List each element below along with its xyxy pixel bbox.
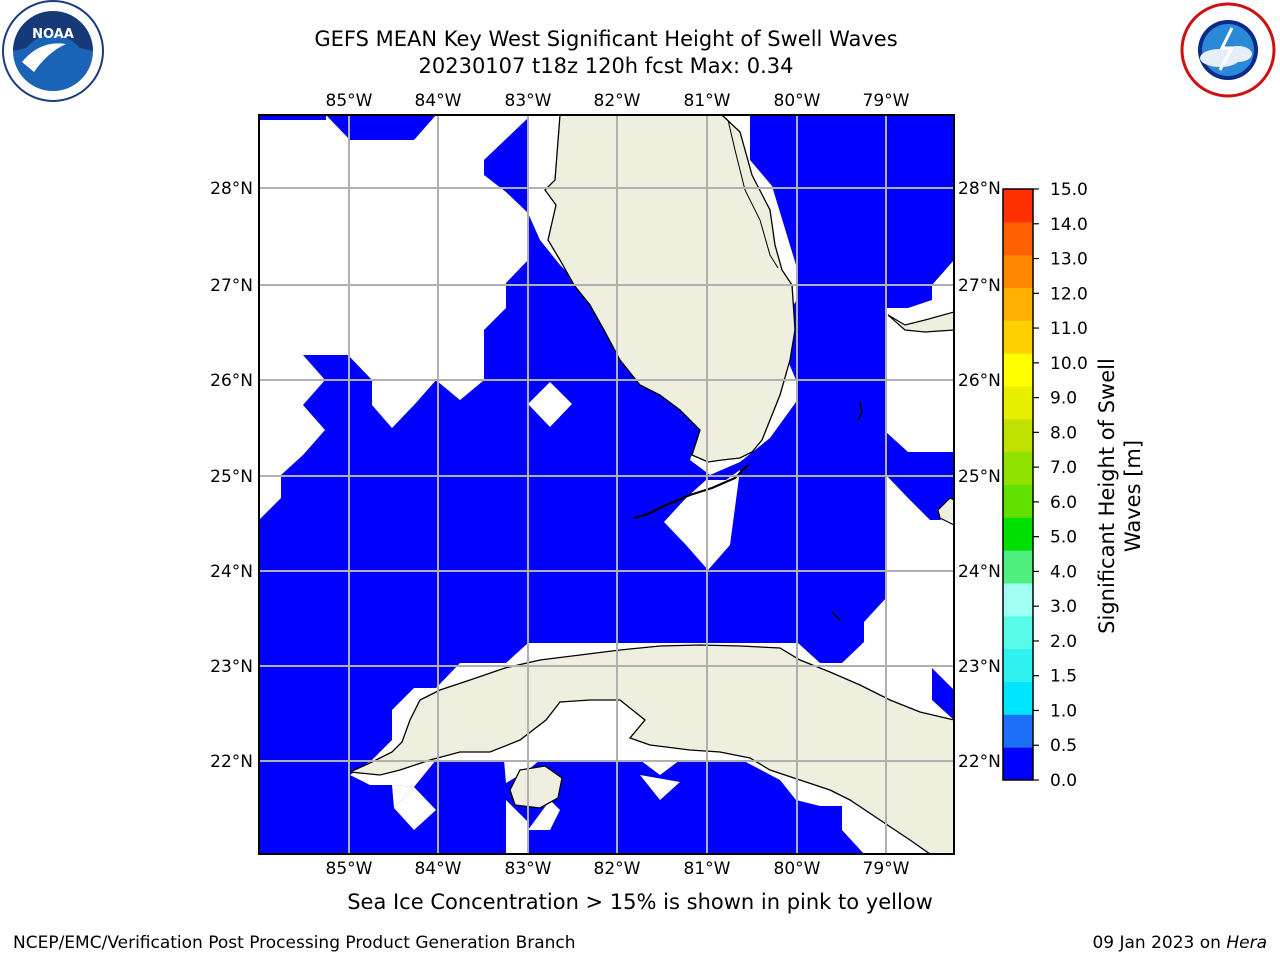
machine-name: Hera	[1226, 933, 1267, 953]
lat-label: 23°N	[958, 657, 1001, 677]
colorbar-tick-label: 4.0	[1050, 562, 1077, 582]
colorbar-tick-label: 8.0	[1050, 423, 1077, 443]
colorbar-segment	[1003, 615, 1033, 650]
lat-label: 25°N	[958, 467, 1001, 487]
map-area	[259, 115, 954, 854]
colorbar-label-line2: Waves [m]	[1121, 439, 1145, 553]
lat-label: 24°N	[210, 562, 253, 582]
bahamas-islet	[857, 401, 863, 421]
colorbar-ticks: 15.0 14.0 13.0 12.0 11.0 10.0 9.0 8.0 7.0 6.0 5.0 4…	[1033, 180, 1088, 791]
graticule	[259, 115, 954, 854]
lat-labels-left: 28°N 27°N 26°N 25°N 24°N 23°N 22°N	[210, 179, 253, 772]
colorbar-tick-label: 5.0	[1050, 528, 1077, 548]
colorbar-tick-label: 10.0	[1050, 354, 1088, 374]
lat-label: 27°N	[958, 276, 1001, 296]
lat-label: 24°N	[958, 562, 1001, 582]
colorbar-tick-label: 0.5	[1050, 736, 1077, 756]
florida-keys	[633, 464, 749, 520]
colorbar-segment	[1003, 221, 1033, 256]
lat-label: 26°N	[958, 371, 1001, 391]
lon-label: 82°W	[594, 91, 641, 111]
lon-labels-top: 85°W 84°W 83°W 82°W 81°W 80°W 79°W	[326, 91, 910, 111]
noaa-logo-icon: NOAA	[2, 0, 104, 102]
lon-label: 81°W	[684, 859, 731, 879]
colorbar-segment	[1003, 484, 1033, 518]
colorbar-tick-label: 2.0	[1050, 632, 1077, 652]
bahamas-land-2	[937, 497, 954, 526]
colorbar-segment	[1003, 550, 1033, 584]
colorbar-segment	[1003, 386, 1033, 420]
colorbar-tick-label: 3.0	[1050, 597, 1077, 617]
colorbar-segment	[1003, 747, 1033, 781]
colorbar	[1002, 188, 1034, 781]
lon-label: 80°W	[774, 859, 821, 879]
lat-label: 23°N	[210, 657, 253, 677]
colorbar-segment	[1003, 714, 1033, 748]
lon-label: 85°W	[326, 859, 373, 879]
lon-label: 85°W	[326, 91, 373, 111]
lat-label: 27°N	[210, 276, 253, 296]
lon-label: 83°W	[505, 859, 552, 879]
date-stamp: 09 Jan 2023 on Hera	[1092, 933, 1267, 953]
lon-label: 81°W	[684, 91, 731, 111]
bahamas-land	[887, 311, 954, 333]
lat-label: 22°N	[958, 752, 1001, 772]
colorbar-tick-label: 7.0	[1050, 458, 1077, 478]
colorbar-segment	[1003, 517, 1033, 551]
sea-ice-note: Sea Ice Concentration > 15% is shown in …	[347, 890, 933, 914]
florida-land	[544, 115, 796, 463]
cay-islet	[831, 611, 841, 621]
colorbar-tick-label: 14.0	[1050, 215, 1088, 235]
map-subtitle: 20230107 t18z 120h fcst Max: 0.34	[418, 54, 794, 78]
lon-labels-bottom: 85°W 84°W 83°W 82°W 81°W 80°W 79°W	[326, 859, 910, 879]
lat-label: 25°N	[210, 467, 253, 487]
isle-of-youth-land	[509, 765, 563, 809]
lon-label: 79°W	[863, 91, 910, 111]
lat-label: 28°N	[958, 179, 1001, 199]
colorbar-segment	[1003, 320, 1033, 354]
nws-logo-icon	[1180, 2, 1276, 98]
colorbar-segment	[1003, 648, 1033, 682]
map-title: GEFS MEAN Key West Significant Height of…	[314, 27, 898, 51]
lon-label: 84°W	[415, 859, 462, 879]
lon-label: 82°W	[594, 859, 641, 879]
colorbar-segment	[1003, 418, 1033, 453]
colorbar-tick-label: 9.0	[1050, 389, 1077, 409]
colorbar-segment	[1003, 681, 1033, 715]
colorbar-tick-label: 11.0	[1050, 319, 1088, 339]
noaa-logo-text: NOAA	[32, 27, 74, 42]
coastline-detail	[727, 119, 779, 269]
colorbar-frame	[1002, 188, 1034, 781]
lat-label: 28°N	[210, 179, 253, 199]
lat-label: 22°N	[210, 752, 253, 772]
colorbar-tick-label: 1.0	[1050, 701, 1077, 721]
date-text: 09 Jan 2023 on	[1092, 933, 1227, 953]
lon-label: 84°W	[415, 91, 462, 111]
colorbar-tick-label: 1.5	[1050, 667, 1077, 687]
colorbar-tick-label: 0.0	[1050, 771, 1077, 791]
credit-line: NCEP/EMC/Verification Post Processing Pr…	[13, 933, 576, 953]
colorbar-segment	[1003, 353, 1033, 387]
colorbar-segment	[1003, 287, 1033, 321]
colorbar-segment	[1003, 583, 1033, 617]
lon-label: 80°W	[774, 91, 821, 111]
lon-label: 83°W	[505, 91, 552, 111]
colorbar-tick-label: 12.0	[1050, 284, 1088, 304]
lat-labels-right: 28°N 27°N 26°N 25°N 24°N 23°N 22°N	[958, 179, 1001, 772]
colorbar-tick-label: 15.0	[1050, 180, 1088, 200]
colorbar-segment	[1003, 451, 1033, 485]
lat-label: 26°N	[210, 371, 253, 391]
colorbar-segment	[1003, 254, 1033, 288]
lon-label: 79°W	[863, 859, 910, 879]
wave-field	[259, 115, 954, 854]
colorbar-segment	[1003, 189, 1033, 223]
colorbar-label: Significant Height of Swell Waves [m]	[1094, 306, 1146, 686]
no-data-regions	[372, 355, 740, 854]
colorbar-label-line1: Significant Height of Swell	[1095, 358, 1119, 634]
cuba-land	[347, 644, 954, 854]
map-frame	[258, 114, 955, 855]
colorbar-tick-label: 13.0	[1050, 250, 1088, 270]
colorbar-tick-label: 6.0	[1050, 493, 1077, 513]
